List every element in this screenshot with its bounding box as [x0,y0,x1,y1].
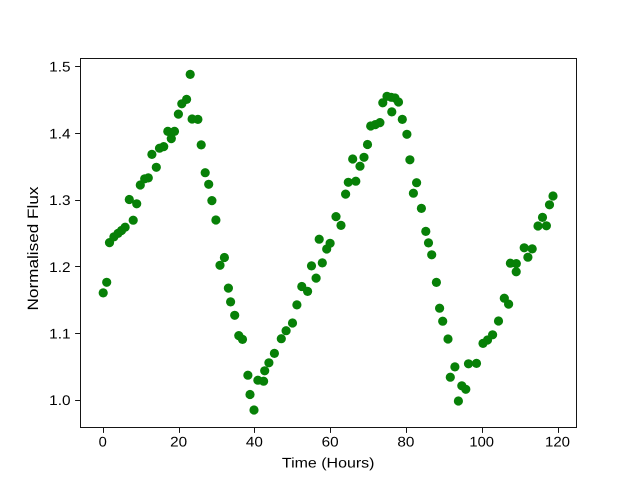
svg-text:Time (Hours): Time (Hours) [282,455,375,471]
svg-text:40: 40 [246,434,263,450]
svg-text:1.1: 1.1 [49,325,71,341]
svg-text:1.2: 1.2 [49,259,71,275]
svg-text:1.0: 1.0 [49,392,71,408]
svg-text:1.5: 1.5 [49,59,71,75]
svg-text:Normalised Flux: Normalised Flux [25,186,42,311]
svg-text:20: 20 [170,434,187,450]
svg-text:0: 0 [99,434,107,450]
svg-text:100: 100 [469,434,494,450]
svg-text:60: 60 [322,434,339,450]
svg-text:1.4: 1.4 [49,125,71,141]
svg-text:120: 120 [545,434,570,450]
svg-text:1.3: 1.3 [49,192,71,208]
svg-text:80: 80 [397,434,414,450]
